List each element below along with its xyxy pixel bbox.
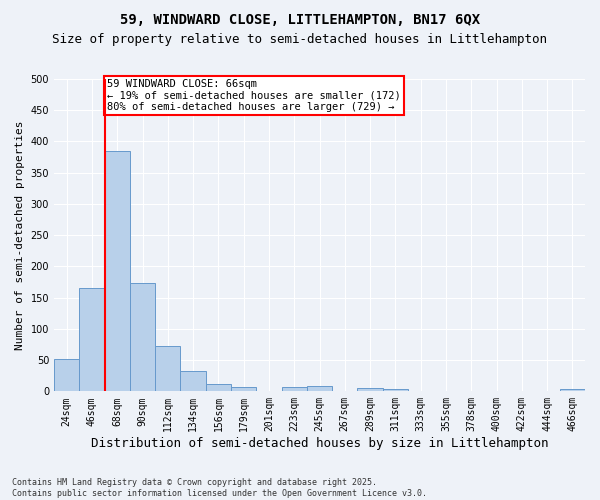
Bar (206, 384, 231, 392)
X-axis label: Distribution of semi-detached houses by size in Littlehampton: Distribution of semi-detached houses by … (91, 437, 548, 450)
Bar (383, 390, 408, 392)
Text: Size of property relative to semi-detached houses in Littlehampton: Size of property relative to semi-detach… (53, 32, 548, 46)
Bar (560, 390, 585, 392)
Bar (104, 151, 130, 392)
Bar (181, 370, 206, 392)
Bar (358, 388, 383, 392)
Y-axis label: Number of semi-detached properties: Number of semi-detached properties (15, 120, 25, 350)
Bar (307, 386, 332, 392)
Bar (79, 288, 104, 392)
Bar (130, 282, 155, 392)
Text: Contains HM Land Registry data © Crown copyright and database right 2025.
Contai: Contains HM Land Registry data © Crown c… (12, 478, 427, 498)
Bar (281, 387, 307, 392)
Bar (155, 346, 181, 392)
Bar (54, 360, 79, 392)
Bar (231, 387, 256, 392)
Text: 59, WINDWARD CLOSE, LITTLEHAMPTON, BN17 6QX: 59, WINDWARD CLOSE, LITTLEHAMPTON, BN17 … (120, 12, 480, 26)
Text: 59 WINDWARD CLOSE: 66sqm
← 19% of semi-detached houses are smaller (172)
80% of : 59 WINDWARD CLOSE: 66sqm ← 19% of semi-d… (107, 79, 400, 112)
